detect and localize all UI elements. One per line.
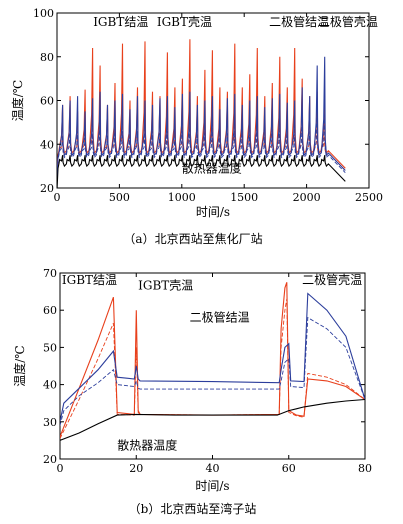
x-tick-label: 0 [57, 462, 64, 475]
chart-a-xlabel: 时间/s [196, 205, 230, 219]
x-tick-label: 40 [206, 462, 220, 475]
y-tick-label: 60 [40, 95, 54, 108]
y-tick-label: 20 [43, 453, 57, 466]
annotation-label: 二极管结温 [269, 14, 329, 29]
chart-b-series-group [60, 282, 365, 441]
y-tick-label: 70 [43, 267, 57, 280]
x-tick-label: 2500 [355, 191, 383, 204]
line-series-0 [60, 282, 365, 437]
chart-b-ylabel: 温度/℃ [12, 345, 27, 386]
x-tick-label: 1500 [230, 191, 258, 204]
x-tick-label: 80 [358, 462, 372, 475]
annotation-label: 散热器温度 [117, 438, 177, 453]
chart-b-plot-frame [59, 272, 366, 460]
chart-a-ticks: 0 500 1000 1500 2000 2500 20 40 60 80 100 [33, 7, 383, 204]
y-tick-label: 40 [40, 138, 54, 151]
annotation-label: IGBT壳温 [138, 279, 193, 293]
y-tick-label: 80 [40, 51, 54, 64]
line-series-2 [57, 56, 346, 180]
x-tick-label: 20 [129, 462, 143, 475]
x-tick-label: 500 [109, 191, 130, 204]
annotation-label: 散热器温度 [182, 161, 242, 176]
x-tick-label: 0 [54, 191, 61, 204]
y-tick-label: 20 [40, 182, 54, 195]
line-series-3 [57, 113, 346, 182]
y-tick-label: 40 [43, 379, 57, 392]
annotation-label: 二极管壳温 [302, 272, 362, 287]
y-tick-label: 60 [43, 304, 57, 317]
annotation-label: 二极管壳温 [318, 14, 378, 29]
chart-b-xlabel: 时间/s [195, 479, 229, 493]
x-tick-label: 2000 [293, 191, 321, 204]
chart-a-series-group [57, 39, 346, 188]
x-tick-label: 60 [282, 462, 296, 475]
line-series-3 [60, 316, 365, 426]
chart-a-caption: （a）北京西站至焦化厂站 [123, 232, 262, 246]
x-tick-label: 1000 [168, 191, 196, 204]
chart-a-ylabel: 温度/℃ [10, 80, 25, 121]
y-tick-label: 30 [43, 416, 57, 429]
line-series-4 [60, 398, 365, 441]
annotation-label: 二极管结温 [190, 309, 250, 324]
line-series-4 [57, 155, 346, 188]
chart-b-caption: （b）北京西站至湾子站 [129, 501, 257, 516]
annotation-label: IGBT结温 [62, 273, 117, 287]
y-tick-label: 50 [43, 341, 57, 354]
annotation-label: IGBT壳温 [157, 15, 212, 29]
line-series-2 [60, 292, 365, 422]
y-tick-label: 100 [33, 7, 54, 20]
annotation-label: IGBT结温 [93, 15, 148, 29]
